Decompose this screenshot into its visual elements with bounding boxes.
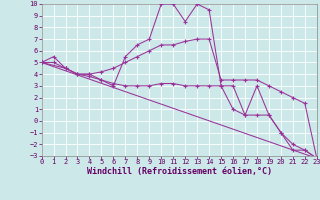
X-axis label: Windchill (Refroidissement éolien,°C): Windchill (Refroidissement éolien,°C) — [87, 167, 272, 176]
